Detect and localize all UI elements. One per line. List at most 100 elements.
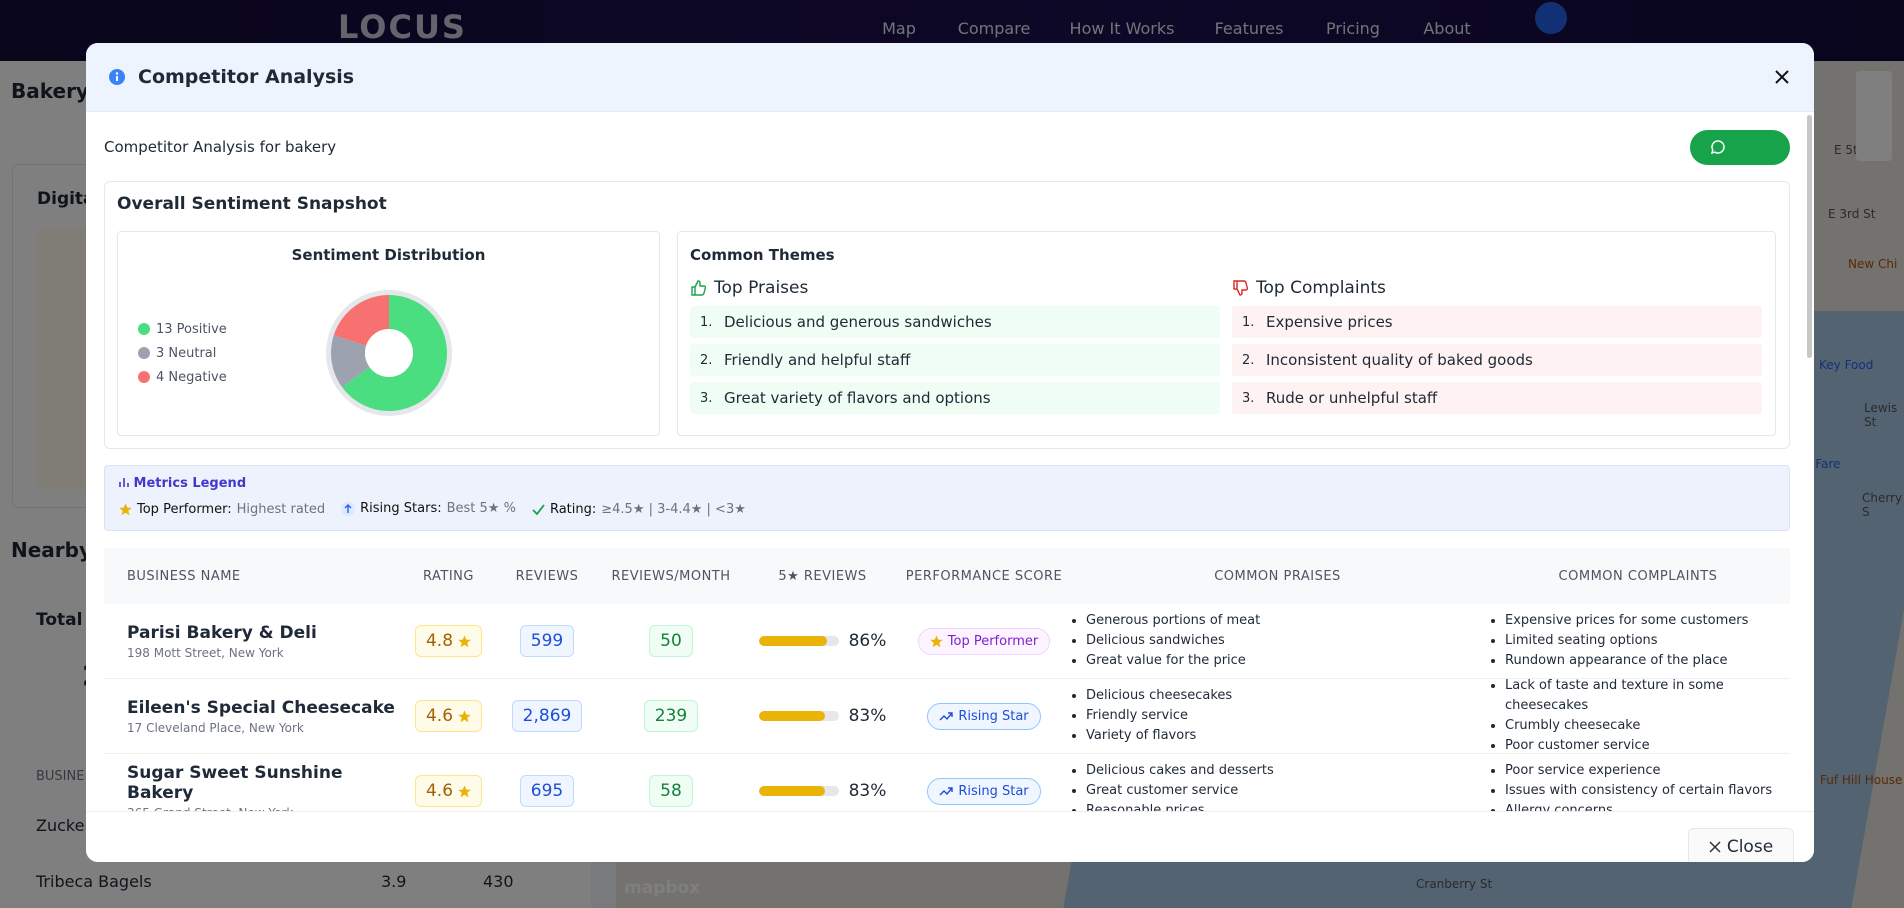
praises-list: Generous portions of meatDelicious sandw… (1068, 611, 1260, 671)
table-row: Parisi Bakery & Deli 198 Mott Street, New… (104, 604, 1790, 679)
column-header: PERFORMANCE SCORE (905, 568, 1063, 584)
item-text: Delicious and generous sandwiches (724, 313, 992, 331)
praises-title: Top Praises (714, 278, 809, 298)
legend-title-text: Metrics Legend (133, 476, 247, 491)
legend-key: Rising Stars: (360, 501, 442, 516)
legend-key: Top Performer: (137, 501, 232, 517)
five-star-label: 83% (848, 781, 887, 801)
praises-item: Reasonable prices (1086, 801, 1274, 811)
legend-key: Rating: (549, 501, 597, 517)
subtitle: Competitor Analysis for bakery (104, 138, 337, 156)
item-text: Friendly and helpful staff (724, 351, 911, 369)
bar-fill (758, 711, 825, 721)
per-month-cell: 50 (597, 604, 745, 678)
performance-cell: Top Performer (900, 604, 1068, 678)
check-icon (532, 503, 545, 515)
legend-title: Metrics Legend (119, 476, 1775, 491)
rating-cell: 4.6 (400, 679, 497, 753)
star (458, 710, 471, 722)
business-address: 17 Cleveland Place, New York (127, 720, 304, 735)
item-text: Inconsistent quality of baked goods (1266, 351, 1533, 369)
praises-list: Delicious cakes and dessertsGreat custom… (1068, 761, 1274, 811)
scrollbar[interactable] (1807, 115, 1812, 358)
rating: 4.6 (425, 706, 454, 726)
reviews-pill: 2,869 (511, 700, 583, 732)
five-star-cell: 83% (745, 754, 900, 811)
business-name: Eileen's Special Cheesecake (127, 697, 395, 718)
business-address: 365 Grand Street, New York (127, 806, 293, 812)
donut-chart: 13 Positive 3 Neutral 4 Negative (138, 290, 452, 416)
praises-cell: Delicious cakes and dessertsGreat custom… (1068, 754, 1487, 811)
legend-label: 13 Positive (156, 322, 227, 337)
complaints-col: Top Complaints 1. Expensive prices 2. Incon… (1232, 274, 1762, 420)
complaints-title: Top Complaints (1256, 278, 1386, 298)
praises-item: Great value for the price (1086, 651, 1260, 671)
complaints-cell: Expensive prices for some customersLimit… (1487, 604, 1789, 678)
name-cell: Sugar Sweet Sunshine Bakery 365 Grand Str… (104, 754, 400, 812)
performance-badge: Rising Star (927, 702, 1041, 730)
icon-arrow (344, 503, 352, 513)
table-row: Sugar Sweet Sunshine Bakery 365 Grand Str… (104, 754, 1790, 812)
column-header: REVIEWS (515, 568, 579, 584)
complaints-list: Poor service experienceIssues with consi… (1487, 761, 1772, 811)
donut-slice (342, 295, 447, 411)
complaints-list: Expensive prices for some customersLimit… (1487, 611, 1748, 671)
legend-label: 3 Neutral (156, 346, 216, 361)
item-text: Rude or unhelpful staff (1266, 389, 1438, 407)
complaints-list: Lack of taste and texture in some cheese… (1487, 676, 1789, 756)
reviews-cell: 599 (497, 604, 597, 678)
praises-item: Generous portions of meat (1086, 611, 1260, 631)
distribution-box: Sentiment Distribution 13 Positive 3 Neut… (117, 231, 660, 436)
complaints-cell: Poor service experienceIssues with consi… (1487, 754, 1789, 811)
item-num: 2. (700, 352, 713, 368)
praises-cell: Generous portions of meatDelicious sandw… (1068, 604, 1487, 678)
bar-track (758, 636, 839, 646)
praises-item: Delicious cheesecakes (1086, 686, 1232, 706)
star-icon (458, 710, 471, 722)
five-star-cell: 86% (745, 604, 900, 678)
themes-box: Common Themes Top Praises 1. Delicious an… (677, 231, 1776, 436)
competitor-table: BUSINESS NAME RATING REVIEWS REVIEWS/MONTH 5… (104, 548, 1790, 811)
table-row: Eileen's Special Cheesecake 17 Cleveland … (104, 676, 1790, 756)
trend (939, 712, 954, 721)
complaints-item: 1. Expensive prices (1232, 306, 1762, 338)
rising-icon (341, 501, 356, 516)
praises-cell: Delicious cheesecakesFriendly serviceVar… (1068, 679, 1487, 753)
complaints-item: Crumbly cheesecake (1505, 716, 1789, 736)
per-month-pill: 50 (649, 625, 693, 657)
name-cell: Parisi Bakery & Deli 198 Mott Street, New… (104, 604, 400, 678)
modal-body: Competitor Analysis for bakery Overall S… (86, 112, 1814, 811)
praises-item: Delicious sandwiches (1086, 631, 1260, 651)
trend-icon (939, 712, 954, 721)
reviews-pill: 599 (519, 625, 575, 657)
star (458, 635, 471, 647)
close-x[interactable] (1772, 67, 1792, 87)
performance-cell: Rising Star (900, 754, 1068, 811)
chat-button[interactable] (1690, 129, 1790, 165)
chart-icon (119, 478, 129, 487)
check (532, 503, 545, 515)
business-name: Parisi Bakery & Deli (127, 622, 317, 643)
five-star-label: 83% (848, 706, 887, 726)
close-button[interactable]: Close (1688, 828, 1794, 862)
legend-dot (138, 347, 150, 359)
legend-text: Highest rated (236, 501, 326, 517)
legend-item: Rating: ≥4.5★ | 3-4.4★ | <3★ (532, 502, 746, 517)
name-cell: Eileen's Special Cheesecake 17 Cleveland … (104, 679, 400, 753)
star-icon (458, 785, 471, 797)
star-icon (119, 503, 132, 515)
badge-text: Rising Star (958, 708, 1029, 724)
item-num: 1. (700, 314, 713, 330)
close-icon (1709, 841, 1721, 853)
column-header: RATING (423, 568, 474, 584)
praises-item: 3. Great variety of flavors and options (690, 382, 1220, 414)
per-month-cell: 58 (597, 754, 745, 811)
legend-text: ≥4.5★ | 3-4.4★ | <3★ (601, 501, 746, 517)
complaints-item: 2. Inconsistent quality of baked goods (1232, 344, 1762, 376)
rating-pill: 4.6 (414, 700, 483, 732)
legend-item: Top Performer: Highest rated (119, 502, 325, 517)
bar-fill (758, 786, 825, 796)
item-num: 1. (1242, 314, 1255, 330)
star (458, 785, 471, 797)
table-header: BUSINESS NAME RATING REVIEWS REVIEWS/MONTH 5… (104, 548, 1790, 604)
